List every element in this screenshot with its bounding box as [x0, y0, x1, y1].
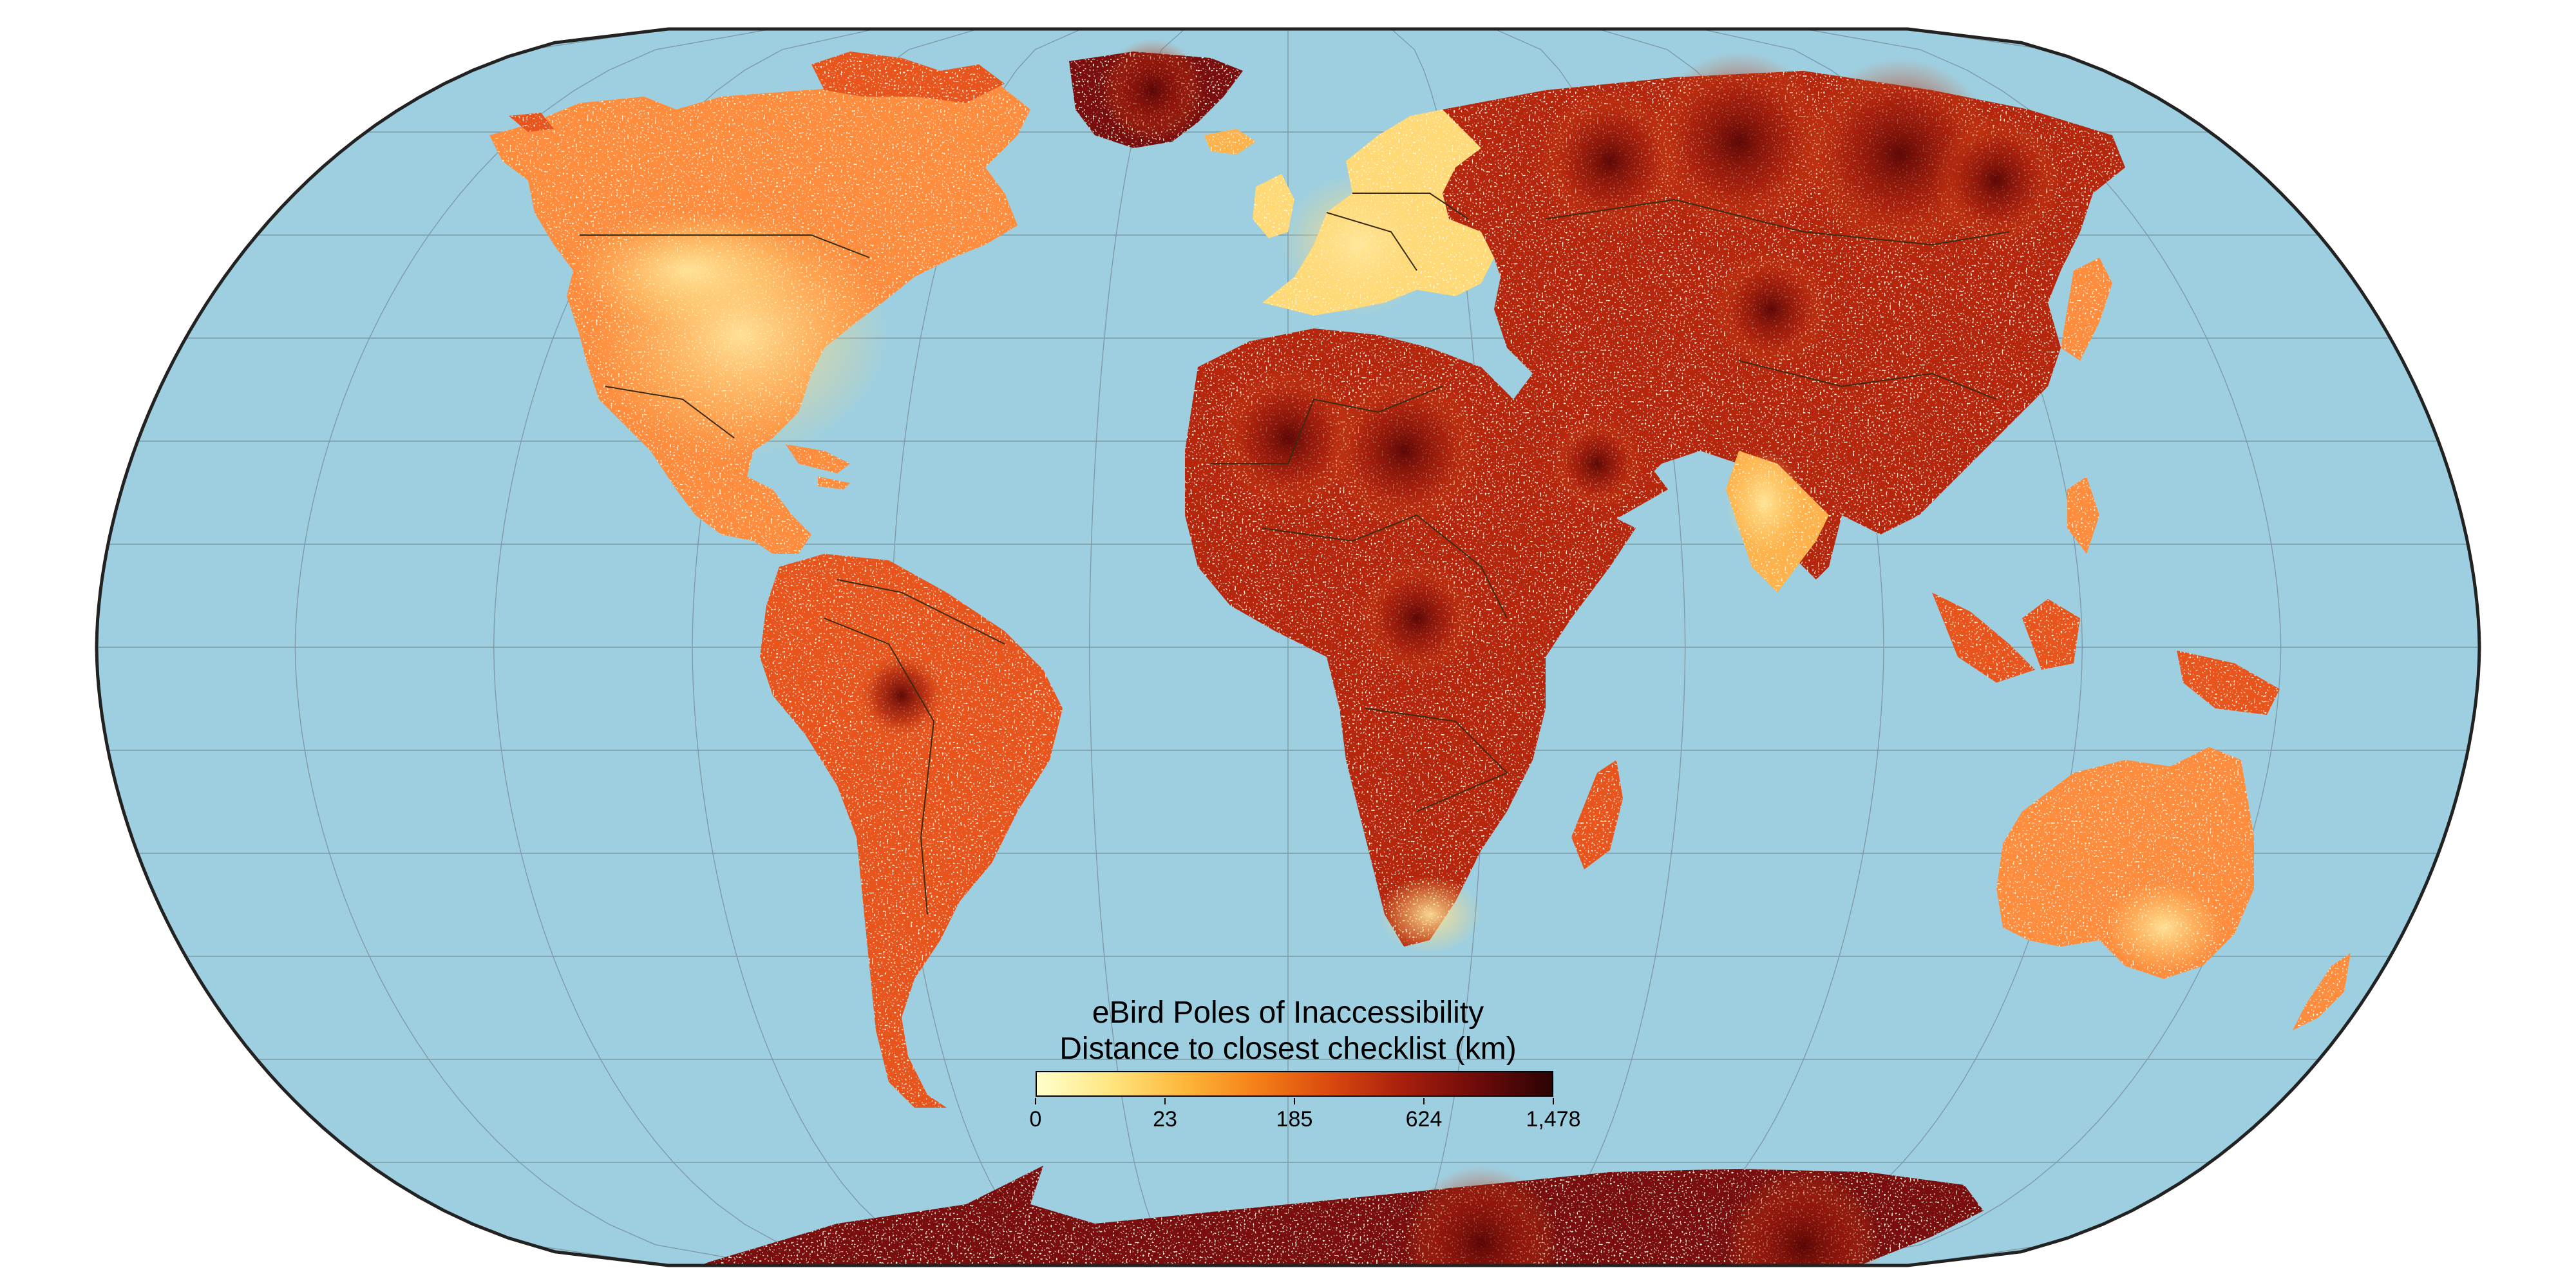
border-china [1738, 360, 1997, 400]
land-iceland [1204, 129, 1256, 155]
border-europe [1326, 193, 1469, 271]
legend-tick-label: 624 [1405, 1107, 1443, 1132]
legend: eBird Poles of Inaccessibility Distance … [1005, 995, 1581, 1132]
land-arctic-islands [811, 52, 1005, 103]
land-japan [2061, 258, 2112, 361]
legend-tick-mark [1553, 1098, 1554, 1104]
land-caribbean [786, 444, 850, 489]
border-us-mexico [605, 386, 735, 439]
legend-color-bar [1036, 1071, 1553, 1097]
graticule-meridian [1088, 29, 1186, 1265]
legend-tick-mark [1164, 1098, 1166, 1104]
border-south-america-north [837, 579, 1005, 645]
legend-tick-mark [1294, 1098, 1295, 1104]
legend-tick-mark [1035, 1098, 1036, 1104]
legend-tick-label: 23 [1153, 1107, 1177, 1132]
legend-tick-label: 1,478 [1526, 1107, 1581, 1132]
map-outline [95, 27, 2481, 1267]
legend-title: eBird Poles of Inaccessibility [1092, 996, 1484, 1030]
land-philippines [2067, 477, 2099, 554]
land-new-zealand [2293, 953, 2351, 1030]
land-masses [489, 39, 2351, 1265]
land-alaska-west [509, 113, 554, 132]
graticule-meridian [294, 29, 772, 1265]
land-british-isles [1253, 174, 1294, 238]
legend-ticks: 0 23 185 624 1,478 [1030, 1098, 1581, 1137]
legend-tick-label: 0 [1029, 1107, 1042, 1132]
land-madagascar [1571, 760, 1623, 869]
border-south-america-west [824, 618, 935, 915]
land-south-america [760, 554, 1063, 1108]
border-africa-central [1262, 514, 1508, 619]
border-russia-south [1545, 198, 2010, 246]
legend-subtitle: Distance to closest checklist (km) [1059, 1032, 1517, 1066]
legend-tick-mark [1423, 1098, 1425, 1104]
border-sahara-west [1211, 386, 1443, 464]
border-us-canada [580, 234, 870, 258]
land-antarctica [644, 1166, 1984, 1265]
country-borders [580, 193, 2010, 915]
legend-tick-label: 185 [1276, 1107, 1313, 1132]
graticule-meridian [1804, 29, 2282, 1265]
land-indonesia [1932, 592, 2280, 715]
remote-hotspots [857, 39, 2061, 1265]
border-africa-south [1365, 708, 1508, 812]
